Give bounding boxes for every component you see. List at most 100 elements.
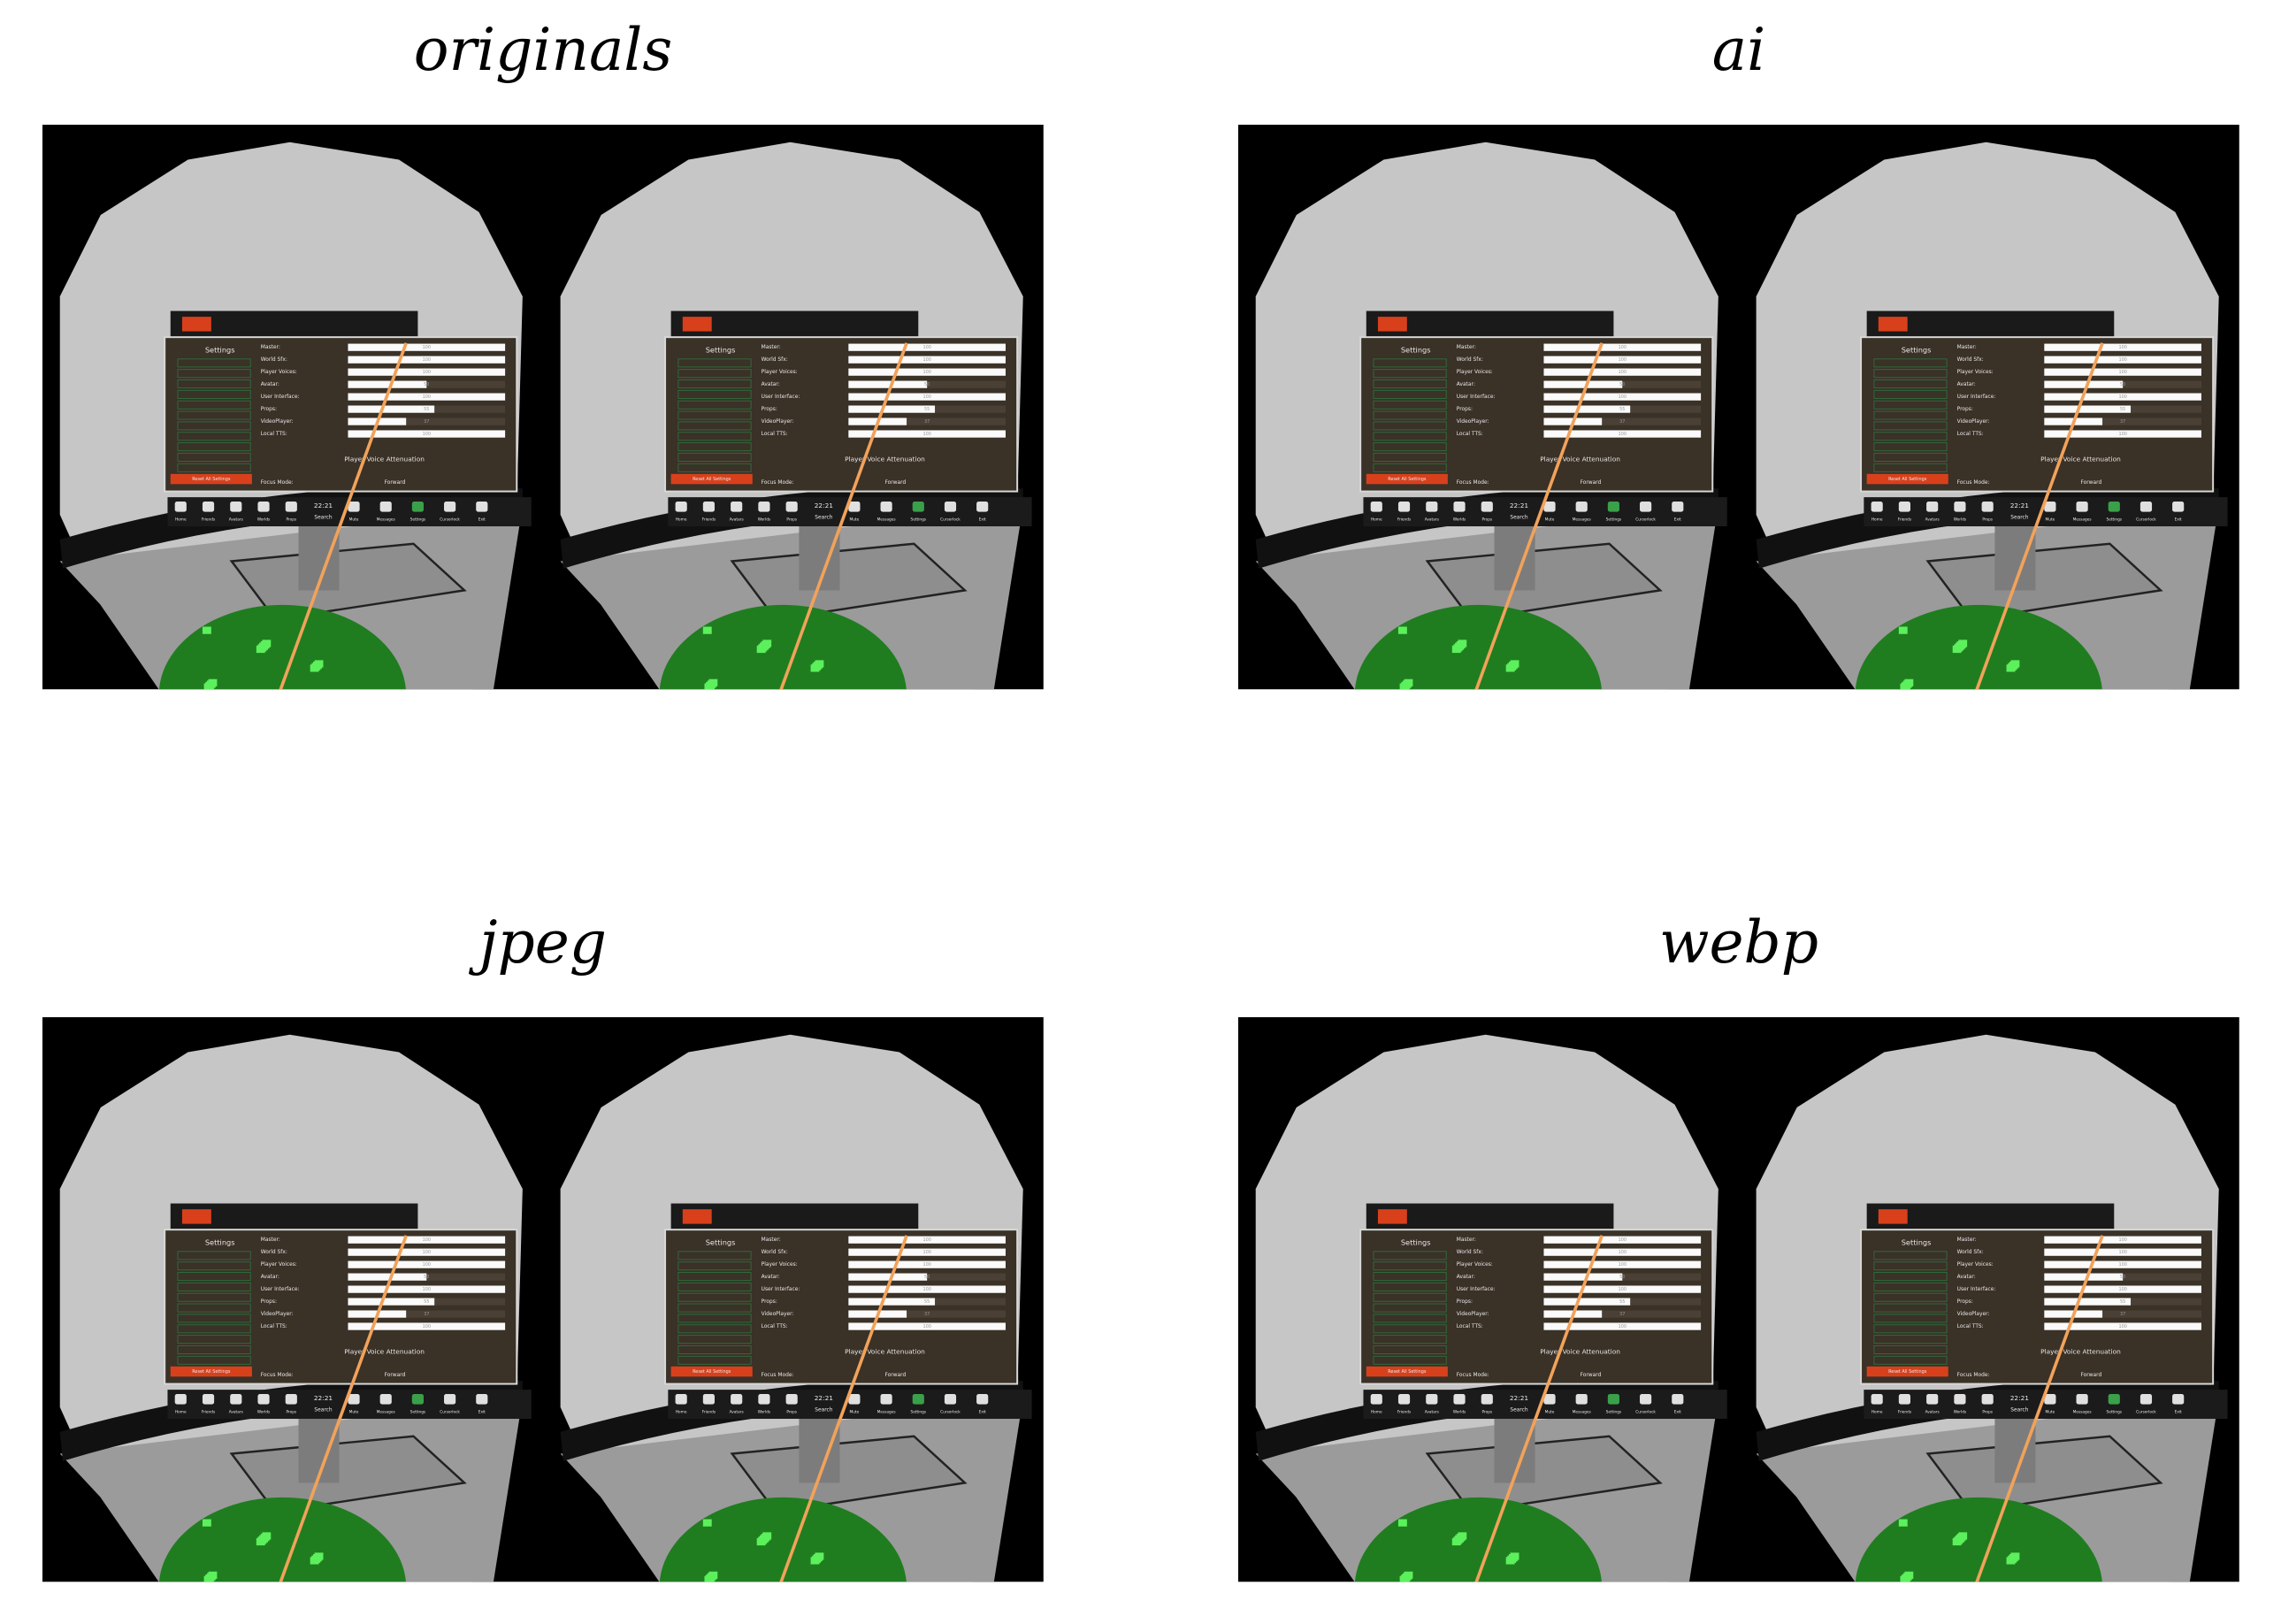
menu-label: Mute (850, 517, 860, 522)
slider-fill (848, 1298, 936, 1306)
slider-fill (848, 430, 1006, 438)
menu-entry (1373, 358, 1447, 368)
logo (682, 1209, 712, 1224)
slider-track (348, 1310, 506, 1318)
menu-icon (379, 502, 392, 512)
slider-label: World Sfx: (762, 357, 788, 363)
slider-value: 37 (2120, 419, 2125, 425)
menu-entry (1873, 1272, 1948, 1282)
slider-fill (2044, 368, 2201, 376)
menu-icon (2172, 502, 2185, 512)
settings-title: Settings (706, 345, 736, 354)
monitor-header (1866, 1203, 2115, 1230)
menu-entry (1373, 1261, 1447, 1271)
menu-label: Home (676, 1409, 687, 1414)
menu-entry (177, 442, 251, 452)
slider-label: Props: (1457, 1299, 1473, 1305)
slider-value: 100 (2118, 1262, 2126, 1268)
slider-value: 100 (2118, 345, 2126, 350)
blob-spot (202, 1519, 211, 1527)
slider-value: 100 (1619, 1324, 1627, 1329)
slider-value: 37 (2120, 1312, 2125, 1317)
slider-label: Local TTS: (1457, 1324, 1483, 1329)
menu-entry (177, 1324, 251, 1334)
menu-icon (2044, 1394, 2056, 1405)
menu-label: Mute (1545, 517, 1555, 522)
slider-label: Player Voices: (1957, 1262, 1994, 1268)
menu-label: Avatars (730, 1409, 745, 1414)
menu-icon (976, 1394, 989, 1405)
focus-label: Focus Mode: (762, 1373, 794, 1378)
logo (1377, 317, 1407, 332)
slider-value: 50 (424, 382, 429, 387)
slider-value: 50 (2120, 382, 2125, 387)
eye-view: Settings Master: 100 World Sfx: 100 Player Vo… (560, 1034, 1032, 1582)
table (730, 1435, 968, 1513)
menu-entry (1373, 369, 1447, 379)
blob-spot (762, 1532, 772, 1540)
menu-label: Messages (2073, 517, 2093, 522)
settings-title: Settings (205, 1237, 235, 1246)
blob-spot (208, 678, 218, 686)
menu-label: Settings (911, 1409, 927, 1414)
menu-entry (677, 1335, 752, 1344)
menu-label: Settings (1606, 1409, 1622, 1414)
menu-icon (1981, 502, 1994, 512)
focus-label: Focus Mode: (1957, 1373, 1990, 1378)
menu-label: Props (1481, 517, 1492, 522)
laser (1474, 342, 1604, 690)
menu-entry (177, 369, 251, 379)
menu-label: Settings (2107, 517, 2123, 522)
slider-value: 100 (2118, 1287, 2126, 1292)
menu-icon (1397, 502, 1411, 512)
slider-fill (348, 356, 506, 364)
menu-icon (675, 502, 687, 512)
menu-entry (177, 1314, 251, 1323)
slider-fill (1543, 405, 1631, 413)
slider-label: Local TTS: (762, 1324, 788, 1329)
menu-icon (285, 502, 297, 512)
focus-value: Forward (884, 480, 906, 486)
slider-label: Props: (762, 1299, 777, 1305)
menu-icon (348, 502, 360, 512)
slider-value: 100 (2118, 1324, 2126, 1329)
menu-icon (702, 502, 715, 512)
slider-fill (348, 380, 427, 388)
menu-icon (1926, 502, 1939, 512)
menu-entry (1873, 358, 1948, 368)
slider-label: VideoPlayer: (1957, 419, 1990, 425)
focus-label: Focus Mode: (1457, 480, 1489, 486)
laser (279, 342, 408, 690)
slider-fill (848, 380, 928, 388)
focus-value: Forward (884, 1373, 906, 1378)
slider-label: User Interface: (261, 395, 300, 400)
green-blob (1855, 604, 2102, 690)
slider-track (2044, 1310, 2201, 1318)
settings-title: Settings (1401, 1237, 1431, 1246)
slider-fill (1543, 1236, 1702, 1244)
menu-label: Worlds (758, 1409, 771, 1414)
slider-value: 100 (1619, 1237, 1627, 1243)
slider-fill (1543, 380, 1623, 388)
slider-fill (2044, 1260, 2201, 1268)
slider-fill (1543, 430, 1702, 438)
slider-label: Player Voices: (1457, 1262, 1493, 1268)
menu-label: Exit (1674, 517, 1681, 522)
panel-image: Settings Master: 100 World Sfx: 100 Player Vo… (42, 1017, 1044, 1582)
slider-value: 100 (423, 345, 431, 350)
reset-button (670, 1366, 753, 1377)
slider-track (2044, 1273, 2201, 1281)
menu-label: Avatars (229, 1409, 244, 1414)
menu-entry (677, 1292, 752, 1302)
menu-icon (1370, 502, 1382, 512)
slider-value: 50 (924, 382, 930, 387)
settings-title: Settings (1902, 345, 1932, 354)
menu-entry (1873, 1355, 1948, 1365)
menu-entry (1873, 379, 1948, 389)
focus-value: Forward (1581, 1373, 1602, 1378)
menu-label: Messages (877, 1409, 897, 1414)
slider-label: Props: (261, 1299, 277, 1305)
panel-image: Settings Master: 100 World Sfx: 100 Player Vo… (1238, 125, 2239, 690)
menu-icon (257, 502, 270, 512)
reset-button (170, 1366, 252, 1377)
